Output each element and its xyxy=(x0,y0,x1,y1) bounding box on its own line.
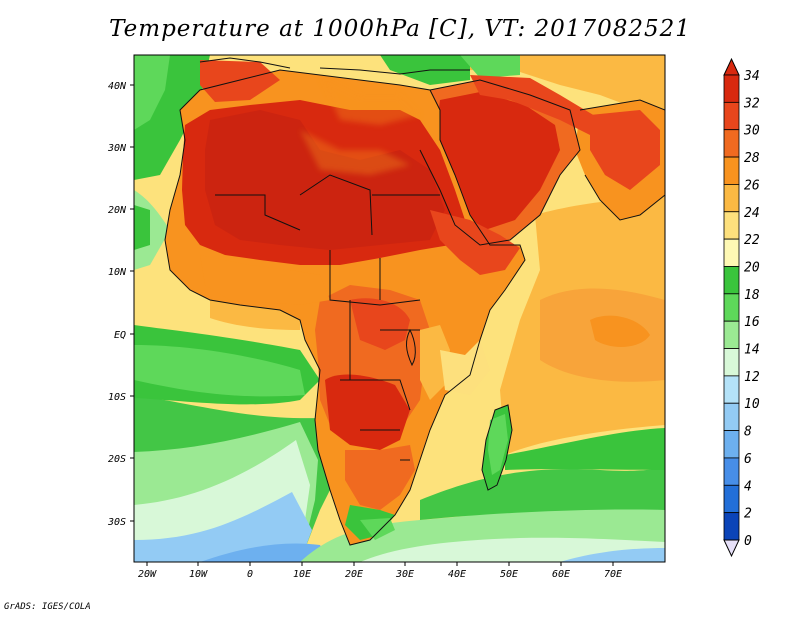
plot-title: Temperature at 1000hPa [C], VT: 20170825… xyxy=(109,16,691,42)
colorbar-level-label: 26 xyxy=(744,178,760,193)
lat-label: 30S xyxy=(107,517,126,528)
lat-label: 20N xyxy=(108,205,127,216)
colorbar-segment xyxy=(723,293,740,322)
colorbar-segment xyxy=(723,238,740,267)
colorbar-top-triangle xyxy=(723,57,740,76)
axis-ticks xyxy=(130,84,614,566)
colorbar-segment xyxy=(723,320,740,349)
colorbar-level-label: 24 xyxy=(744,206,760,221)
colorbar-level-label: 32 xyxy=(743,96,760,111)
lon-label: 50E xyxy=(500,569,518,580)
colorbar-level-label: 30 xyxy=(743,124,760,139)
colorbar-segment xyxy=(723,74,740,103)
colorbar xyxy=(723,57,740,558)
lon-label: 20W xyxy=(138,569,157,580)
lon-label: 0 xyxy=(247,569,253,580)
colorbar-level-label: 6 xyxy=(744,452,752,467)
colorbar-level-label: 22 xyxy=(744,233,760,248)
coastlines xyxy=(164,57,665,546)
colorbar-segment xyxy=(723,375,740,404)
grads-credit: GrADS: IGES/COLA xyxy=(4,602,91,612)
colorbar-segment xyxy=(723,129,740,158)
colorbar-segment xyxy=(723,101,740,131)
colorbar-level-label: 4 xyxy=(744,479,752,494)
colorbar-segment xyxy=(723,430,740,459)
colorbar-segment xyxy=(723,184,740,213)
colorbar-segment xyxy=(723,457,740,486)
lon-axis-labels: 20W 10W 0 10E 20E 30E 40E 50E 60E 70E xyxy=(138,569,622,580)
colorbar-segment xyxy=(723,211,740,240)
colorbar-level-label: 16 xyxy=(744,315,760,330)
lon-label: 40E xyxy=(448,569,466,580)
lon-label: 20E xyxy=(345,569,363,580)
plot-frame xyxy=(133,54,666,563)
lat-label: 30N xyxy=(107,143,127,154)
colorbar-segment xyxy=(723,348,740,377)
lon-label: 70E xyxy=(604,569,622,580)
colorbar-level-label: 34 xyxy=(743,69,760,84)
colorbar-level-label: 28 xyxy=(744,151,760,166)
colorbar-level-label: 14 xyxy=(744,343,760,358)
lat-label: 40N xyxy=(108,81,127,92)
colorbar-segment xyxy=(723,512,740,541)
lon-label: 60E xyxy=(552,569,570,580)
colorbar-segment xyxy=(723,484,740,514)
colorbar-level-label: 20 xyxy=(744,260,760,275)
colorbar-level-label: 12 xyxy=(744,370,760,385)
lat-label: 10N xyxy=(108,267,127,278)
lat-label: 10S xyxy=(108,392,126,403)
colorbar-level-label: 8 xyxy=(744,425,752,440)
colorbar-level-label: 2 xyxy=(744,507,752,522)
colorbar-bottom-triangle xyxy=(723,539,740,558)
colorbar-level-label: 0 xyxy=(744,534,752,549)
lon-label: 30E xyxy=(395,569,414,580)
colorbar-level-label: 18 xyxy=(744,288,760,303)
colorbar-segment xyxy=(723,156,740,185)
colorbar-segment xyxy=(723,266,740,295)
temperature-field xyxy=(134,55,665,562)
lat-axis-labels: 40N 30N 20N 10N EQ 10S 20S 30S xyxy=(107,81,127,528)
lat-label: EQ xyxy=(114,330,126,341)
colorbar-segment xyxy=(723,402,740,431)
colorbar-level-label: 10 xyxy=(744,397,760,412)
lon-label: 10W xyxy=(189,569,208,580)
lat-label: 20S xyxy=(108,454,126,465)
lon-label: 10E xyxy=(293,569,311,580)
